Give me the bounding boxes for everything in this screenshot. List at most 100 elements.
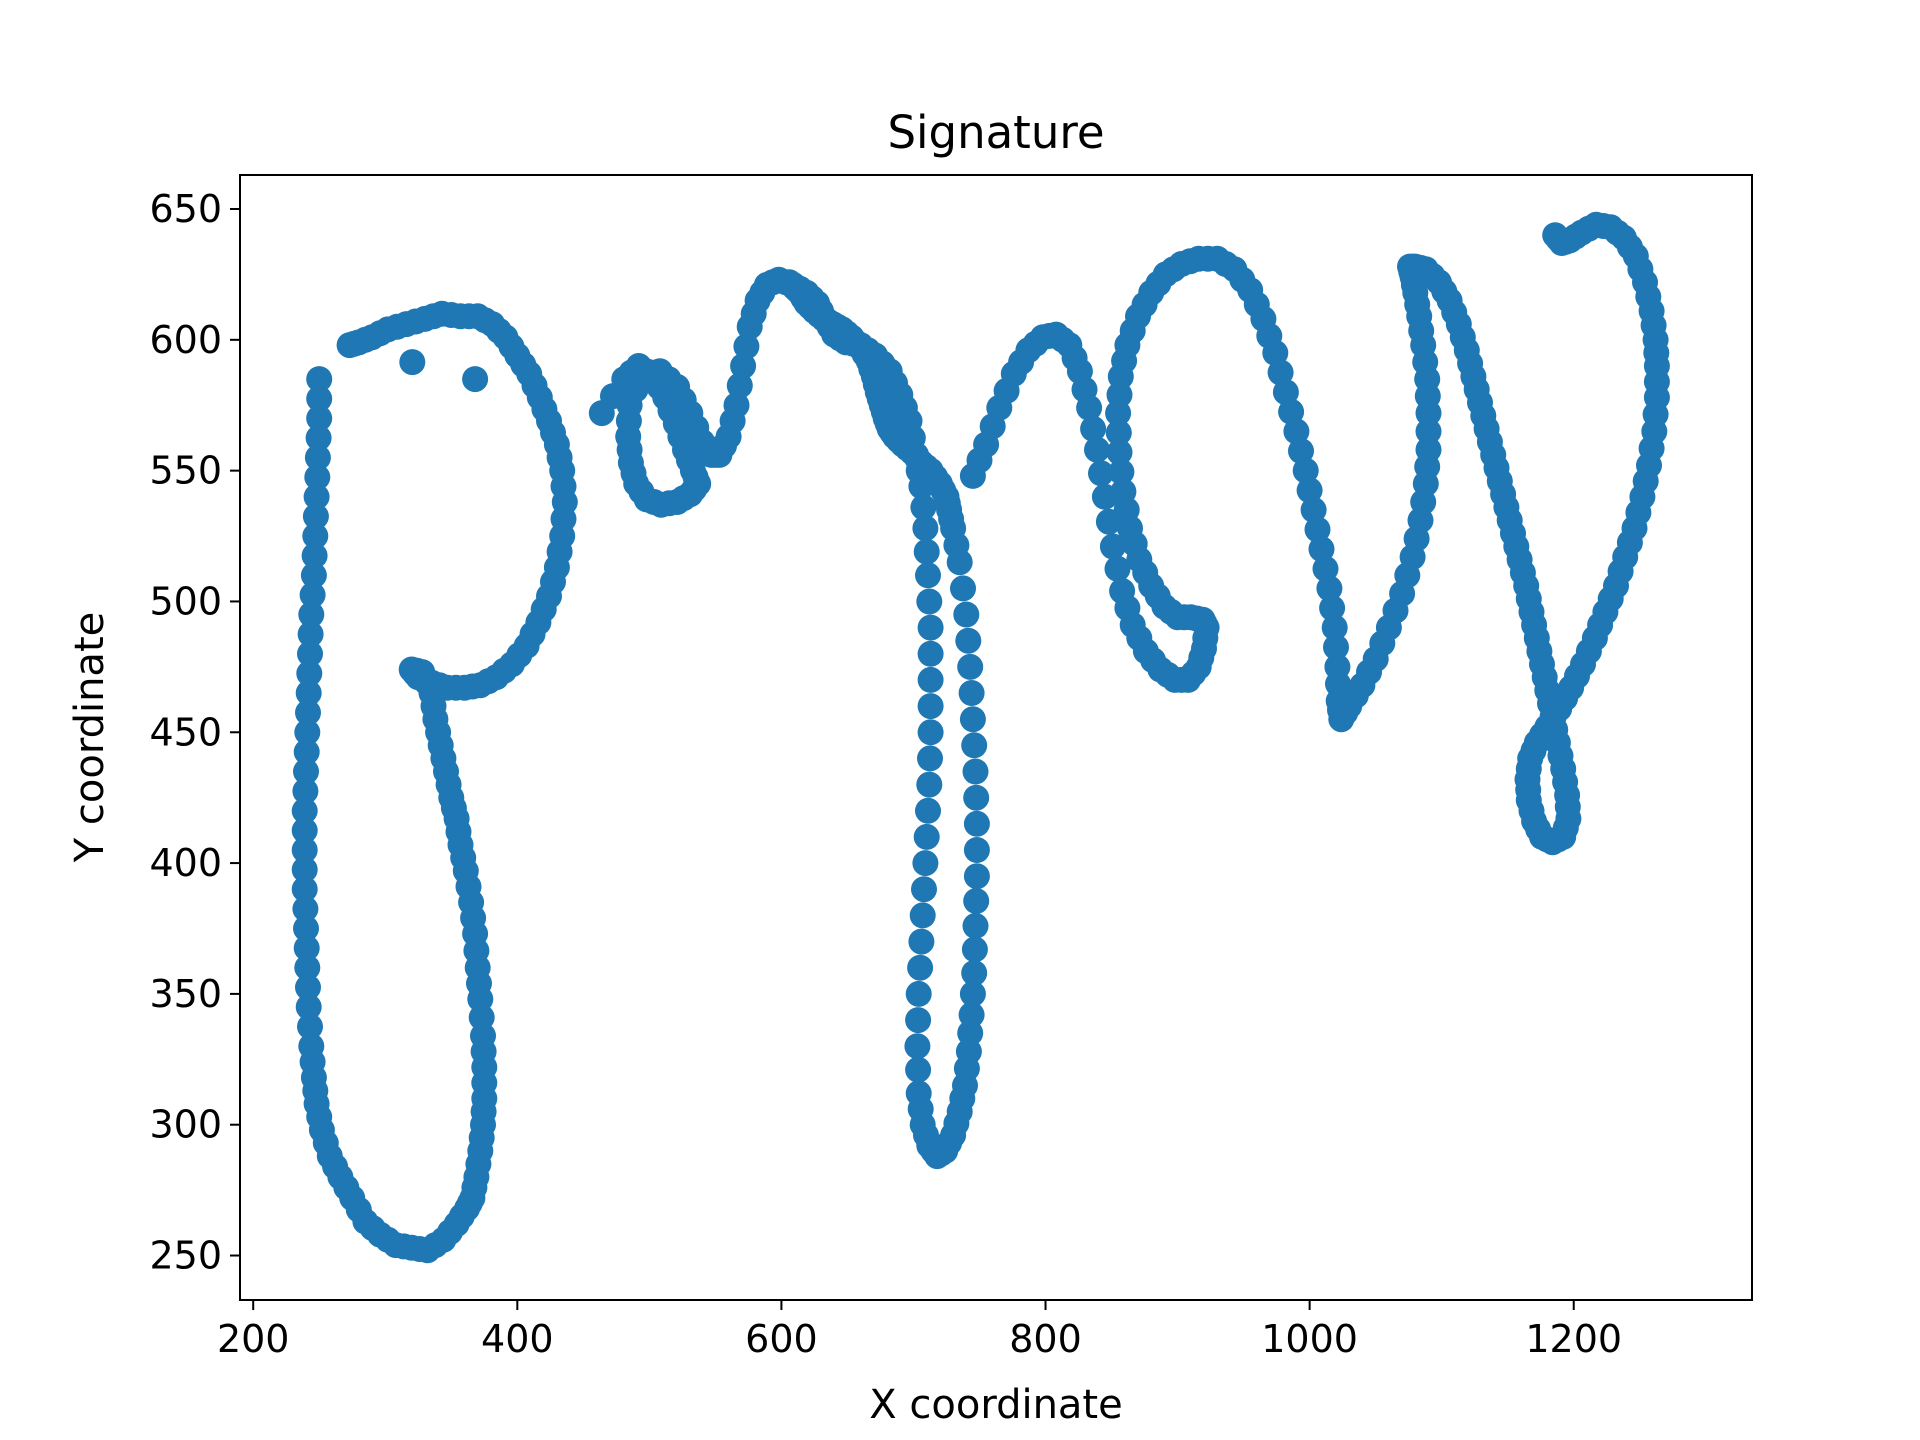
data-point <box>1312 555 1339 582</box>
data-point <box>1308 536 1335 563</box>
data-point <box>302 523 329 549</box>
data-point <box>1105 419 1132 446</box>
data-point <box>306 405 333 432</box>
y-tick-label: 650 <box>149 187 222 231</box>
data-point <box>911 876 937 903</box>
data-point <box>295 994 322 1020</box>
x-tick-label: 600 <box>745 1317 818 1361</box>
data-point <box>904 1033 931 1060</box>
data-point <box>1262 339 1289 366</box>
y-tick-label: 300 <box>149 1103 222 1147</box>
data-point <box>917 666 944 693</box>
data-point <box>915 797 941 824</box>
data-point <box>1415 418 1442 445</box>
data-point <box>905 1056 932 1083</box>
data-point <box>297 621 324 648</box>
data-point <box>293 935 320 962</box>
data-point <box>907 954 934 981</box>
data-point <box>963 888 990 914</box>
data-point <box>293 915 319 942</box>
data-point <box>1288 438 1314 464</box>
data-point <box>913 823 940 850</box>
data-point <box>726 372 753 399</box>
data-point <box>961 936 988 963</box>
data-point <box>963 784 990 811</box>
data-point <box>295 974 321 1001</box>
plot-frame <box>239 174 1753 1301</box>
y-tick-label: 600 <box>149 318 222 362</box>
data-point <box>909 902 936 929</box>
data-point <box>1104 555 1131 582</box>
data-point <box>291 876 318 903</box>
data-point <box>1283 418 1310 445</box>
data-point <box>304 464 331 491</box>
data-point <box>295 680 322 706</box>
data-point <box>294 954 321 981</box>
y-tick-label: 350 <box>149 972 222 1016</box>
data-point <box>1088 460 1114 487</box>
data-point <box>1278 398 1305 425</box>
data-point <box>962 912 989 939</box>
data-point <box>910 494 937 521</box>
x-axis-label: X coordinate <box>869 1382 1122 1428</box>
data-point <box>1084 436 1110 463</box>
data-point <box>300 562 327 589</box>
data-point <box>913 538 940 565</box>
data-point <box>963 810 990 837</box>
data-point <box>298 601 325 628</box>
data-point <box>301 542 328 569</box>
data-point <box>962 758 989 785</box>
data-point <box>1272 379 1299 406</box>
data-point <box>296 660 323 687</box>
data-point <box>1080 415 1107 442</box>
data-point <box>294 719 321 746</box>
data-point <box>1316 575 1343 602</box>
data-point <box>961 960 988 986</box>
data-point <box>1267 359 1294 386</box>
data-point <box>958 680 985 706</box>
data-point <box>1542 222 1569 249</box>
y-axis-label: Y coordinate <box>67 612 113 864</box>
data-point <box>1110 478 1137 505</box>
data-point <box>336 332 363 359</box>
data-point <box>957 653 984 680</box>
data-point <box>462 366 489 393</box>
data-point <box>958 1001 985 1028</box>
x-axis-ticks: 200 400 600 800 1000 1200 <box>217 1300 1622 1361</box>
data-point <box>723 392 750 419</box>
data-point <box>302 503 329 530</box>
data-point <box>916 588 943 615</box>
data-point <box>733 333 760 360</box>
data-point <box>917 693 944 720</box>
data-point <box>291 856 318 883</box>
data-point <box>303 483 330 510</box>
data-point <box>306 385 333 412</box>
data-point <box>1292 457 1319 484</box>
data-point <box>306 366 333 393</box>
data-point <box>1106 439 1133 466</box>
data-point <box>905 980 932 1007</box>
data-point <box>293 738 320 765</box>
data-point <box>399 349 426 376</box>
data-point <box>953 601 980 628</box>
data-point <box>1319 595 1346 621</box>
data-point <box>292 895 319 922</box>
data-point <box>912 850 939 877</box>
x-tick-label: 800 <box>1009 1317 1082 1361</box>
data-point <box>963 837 990 863</box>
data-point <box>905 1007 932 1034</box>
data-point <box>955 627 982 654</box>
data-point <box>916 771 943 798</box>
data-point <box>293 758 319 785</box>
data-point <box>963 863 990 890</box>
data-point <box>1323 634 1349 661</box>
y-axis-ticks: 250 300 350 400 450 500 550 600 650 <box>149 187 240 1278</box>
data-point <box>917 745 943 772</box>
data-point <box>959 980 986 1007</box>
y-tick-label: 550 <box>149 449 222 493</box>
data-point <box>291 797 318 824</box>
data-point <box>291 817 318 844</box>
data-point <box>291 837 318 863</box>
data-point <box>959 706 986 733</box>
